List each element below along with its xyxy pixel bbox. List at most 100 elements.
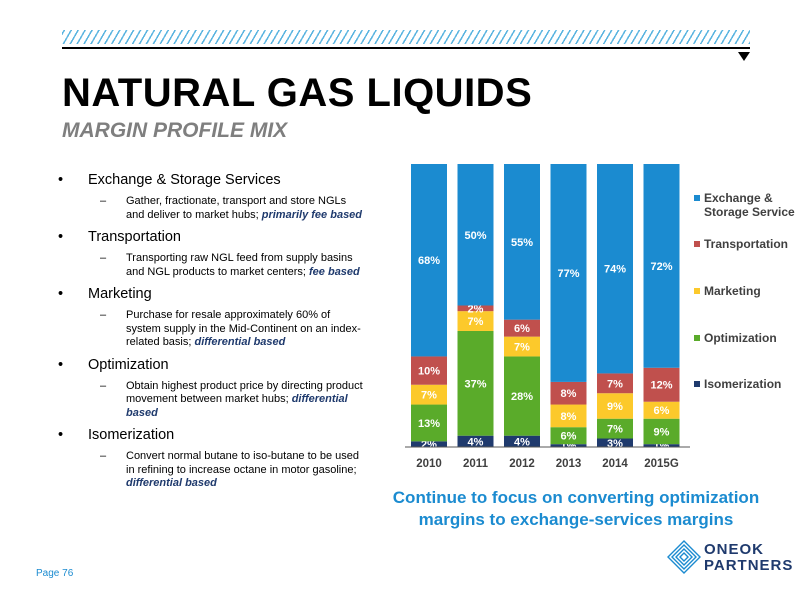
description-emphasis: differential xyxy=(291,393,348,405)
legend-label: Isomerization xyxy=(704,377,781,391)
bullet-description: – Purchase for resale approximately 60% o… xyxy=(58,309,378,350)
data-label: 68% xyxy=(418,255,440,267)
description-emphasis: differential based xyxy=(194,336,286,348)
bullet-item: • Isomerization xyxy=(58,426,378,444)
bullet-dot-icon: • xyxy=(58,172,64,188)
data-label: 7% xyxy=(468,316,484,328)
data-label: 77% xyxy=(557,268,579,280)
bar-segment xyxy=(411,356,447,385)
legend-swatch xyxy=(694,288,700,294)
bar-segment xyxy=(411,164,447,357)
dash-icon: – xyxy=(100,450,107,462)
bullet-description: – Convert normal butane to iso-butane to … xyxy=(58,450,378,491)
data-label: 2% xyxy=(468,303,484,315)
description-text: system supply in the Mid-Continent on an… xyxy=(126,322,361,335)
description-text: Purchase for resale approximately 60% of xyxy=(126,309,331,321)
data-label: 12% xyxy=(650,380,672,392)
bullet-list: • Exchange & Storage Services – Gather, fra… xyxy=(58,171,378,497)
bar-segment xyxy=(643,164,680,368)
bar-segment xyxy=(504,319,540,337)
bullet-description: – Gather, fractionate, transport and stor… xyxy=(58,195,378,222)
bar-segment xyxy=(411,404,447,442)
description-emphasis: fee based xyxy=(309,265,360,278)
bullet-label: Optimization xyxy=(88,356,169,373)
description-emphasis: differential based xyxy=(126,477,217,489)
data-label: 8% xyxy=(561,411,577,423)
bullet-dot-icon: • xyxy=(58,427,64,443)
chart-caption: Continue to focus on converting optimiza… xyxy=(388,487,764,531)
oneok-partners-logo: ONEOK PARTNERS xyxy=(664,537,792,577)
bar-segment xyxy=(411,441,447,447)
bullet-description: – Transporting raw NGL feed from supply b… xyxy=(58,252,378,279)
description-text: and NGL products to market centers; xyxy=(126,265,310,278)
dash-icon: – xyxy=(100,252,107,264)
header-rule xyxy=(62,47,750,49)
bar-segment xyxy=(597,393,633,419)
description-text: Convert normal butane to iso-butane to b… xyxy=(126,450,359,462)
x-tick-label: 2011 xyxy=(463,458,489,470)
legend-label: Optimization xyxy=(704,331,777,345)
dash-icon: – xyxy=(100,195,107,207)
data-label: 37% xyxy=(464,378,486,390)
data-label: 7% xyxy=(514,342,530,354)
bar-segment xyxy=(643,401,680,419)
x-tick-label: 2010 xyxy=(416,458,442,470)
bar-segment xyxy=(643,418,680,445)
legend-swatch xyxy=(694,381,700,387)
bullet-item: • Optimization xyxy=(58,356,378,374)
description-emphasis: primarily fee based xyxy=(261,208,363,221)
legend-label: Transportation xyxy=(704,237,788,251)
logo-text-line-1: ONEOK xyxy=(704,541,765,558)
data-label: 74% xyxy=(604,264,626,276)
description-text: and deliver to market hubs; xyxy=(126,208,262,221)
description-text: related basis; xyxy=(126,336,195,348)
bar-segment xyxy=(504,164,540,320)
description-text: in refining to increase octane in motor … xyxy=(126,463,357,476)
bar-segment xyxy=(457,305,494,312)
header-hatch-band xyxy=(62,30,750,44)
data-label: 8% xyxy=(561,388,577,400)
logo-text-line-2: PARTNERS xyxy=(704,557,794,574)
description-text: Gather, fractionate, transport and store… xyxy=(126,195,347,207)
data-label: 9% xyxy=(607,401,623,413)
bar-segment xyxy=(550,427,587,445)
bar-segment xyxy=(597,418,633,439)
data-label: 6% xyxy=(561,431,577,443)
dash-icon: – xyxy=(100,309,107,321)
description-text: Obtain highest product price by directin… xyxy=(126,379,363,392)
caption-line-2: margins to exchange-services margins xyxy=(418,510,734,529)
bullet-item: • Marketing xyxy=(58,285,378,303)
x-tick-label: 2013 xyxy=(556,458,582,470)
data-label: 6% xyxy=(514,323,530,335)
data-label: 28% xyxy=(511,391,533,403)
bar-segment xyxy=(550,381,587,405)
bar-segment xyxy=(504,336,540,357)
bar-segment xyxy=(597,438,633,447)
triangle-marker-icon xyxy=(738,52,750,61)
page-number: Page 76 xyxy=(36,568,74,579)
bar-segment xyxy=(504,435,540,447)
bullet-dot-icon: • xyxy=(58,356,64,373)
bullet-dot-icon: • xyxy=(58,286,64,302)
data-label: 4% xyxy=(514,436,530,448)
bullet-description: – Obtain highest product price by directi… xyxy=(58,380,378,421)
bar-segment xyxy=(550,404,587,428)
page-title: NATURAL GAS LIQUIDS xyxy=(62,71,533,115)
bullet-label: Transportation xyxy=(88,229,181,245)
description-text: movement between market hubs; xyxy=(126,393,292,405)
bullet-dot-icon: • xyxy=(58,229,64,245)
data-label: 55% xyxy=(511,237,533,249)
bullet-item: • Exchange & Storage Services xyxy=(58,171,378,189)
data-label: 7% xyxy=(421,390,437,402)
data-label: 6% xyxy=(654,405,670,417)
caption-line-1: Continue to focus on converting optimiza… xyxy=(392,488,760,507)
x-tick-label: 2014 xyxy=(602,458,628,470)
legend-label: Marketing xyxy=(704,284,761,298)
bar-segment xyxy=(550,164,587,382)
data-label: 3% xyxy=(607,438,623,450)
data-label: 50% xyxy=(464,230,486,242)
bar-segment xyxy=(457,311,494,331)
bullet-label: Exchange & Storage Services xyxy=(88,172,281,188)
data-label: 10% xyxy=(418,366,440,378)
bar-segment xyxy=(411,384,447,405)
